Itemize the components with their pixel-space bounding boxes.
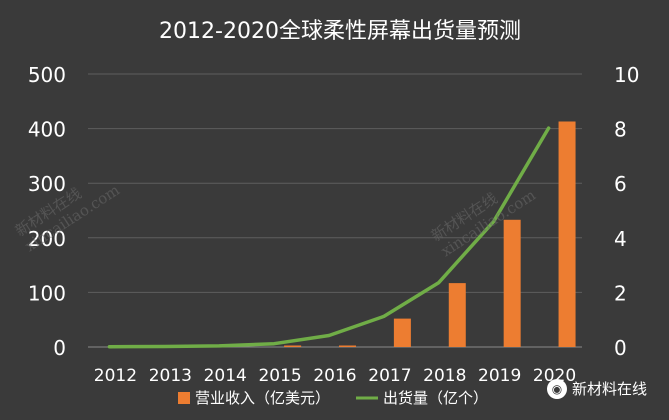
- x-axis-tick-label: 2019: [478, 366, 521, 386]
- revenue-bar: [393, 318, 411, 347]
- shipment-line-layer: [107, 126, 551, 349]
- shipment-line: [107, 126, 551, 349]
- wechat-icon: ◉: [546, 378, 567, 399]
- x-axis-tick-label: 2013: [149, 366, 192, 386]
- gridlines: [88, 73, 582, 348]
- left-axis-tick-label: 200: [28, 227, 66, 251]
- left-axis-tick-label: 400: [28, 118, 66, 142]
- x-axis-tick-label: 2017: [368, 366, 411, 386]
- legend: 营业收入（亿美元） 出货量（亿个）: [178, 389, 488, 407]
- right-axis-tick-label: 2: [614, 281, 627, 305]
- chart-title: 2012-2020全球柔性屏幕出货量预测: [159, 19, 521, 44]
- x-axis-tick-label: 2020: [533, 366, 576, 386]
- left-axis-tick-label: 300: [28, 172, 66, 196]
- revenue-bar: [558, 121, 576, 347]
- x-axis-tick-label: 2012: [94, 366, 137, 386]
- x-axis-tick-label: 2015: [258, 366, 301, 386]
- left-axis-tick-label: 0: [53, 336, 66, 360]
- left-axis-tick-label: 100: [28, 281, 66, 305]
- brand-logo: ◉ 新材料在线: [546, 378, 647, 399]
- left-axis-tick-label: 500: [28, 63, 66, 87]
- revenue-bar: [448, 283, 466, 347]
- brand-label: 新材料在线: [571, 380, 647, 398]
- right-axis-tick-label: 4: [614, 227, 627, 251]
- revenue-bars: [119, 121, 576, 347]
- x-axis-tick-label: 2018: [423, 366, 466, 386]
- legend-label-revenue: 营业收入（亿美元）: [195, 389, 330, 407]
- legend-label-shipment: 出货量（亿个）: [383, 389, 488, 407]
- x-axis-ticks: 2012 2013 2014 2015 2016 2017 2018 2019 2020: [94, 366, 576, 386]
- right-axis-ticks: 0 2 4 6 8 10: [614, 63, 639, 360]
- right-axis-tick-label: 6: [614, 172, 627, 196]
- right-axis-tick-label: 8: [614, 118, 627, 142]
- x-axis-tick-label: 2016: [313, 366, 356, 386]
- revenue-bar: [503, 219, 521, 347]
- right-axis-tick-label: 0: [614, 336, 627, 360]
- legend-swatch-revenue: [178, 392, 190, 404]
- revenue-bar: [284, 345, 302, 347]
- x-axis-tick-label: 2014: [204, 366, 247, 386]
- left-axis-ticks: 0 100 200 300 400 500: [28, 63, 66, 360]
- right-axis-tick-label: 10: [614, 63, 639, 87]
- revenue-bar: [339, 345, 356, 347]
